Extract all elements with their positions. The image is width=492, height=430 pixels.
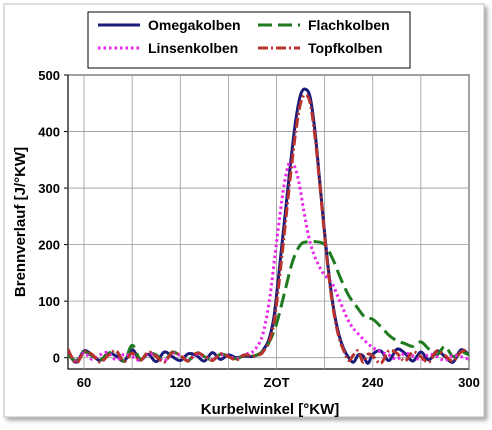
y-tick-label: 500	[38, 68, 60, 83]
y-tick-label: 400	[38, 125, 60, 140]
x-tick-label: 120	[169, 375, 191, 390]
series-line-topfkolben	[68, 93, 469, 365]
legend: Omegakolben Flachkolben Linsenkolben Topfko…	[87, 11, 411, 69]
x-tick-label: 240	[362, 375, 384, 390]
legend-label-flachkolben: Flachkolben	[308, 17, 390, 33]
plot-area	[67, 74, 470, 370]
legend-label-topfkolben: Topfkolben	[308, 40, 382, 56]
y-tick-label: 300	[38, 181, 60, 196]
series-line-omegakolben	[68, 87, 469, 365]
x-tick-label: ZOT	[264, 375, 290, 390]
series-layer	[68, 87, 469, 365]
y-tick-label: 100	[38, 294, 60, 309]
legend-label-omegakolben: Omegakolben	[148, 17, 241, 33]
series-line-flachkolben	[68, 239, 469, 363]
x-axis-label: Kurbelwinkel [°KW]	[201, 401, 340, 418]
x-tick-label: 300	[458, 375, 480, 390]
y-tick-label: 200	[38, 238, 60, 253]
legend-label-linsenkolben: Linsenkolben	[148, 40, 238, 56]
x-tick-label: 60	[77, 375, 91, 390]
legend-box	[87, 11, 411, 69]
y-axis-label: Brennverlauf [J/°KW]	[12, 147, 29, 297]
axis-layer: 0 100 200 300 400 500 60 120 ZOT 240 300	[38, 68, 480, 390]
y-tick-label: 0	[53, 351, 60, 366]
